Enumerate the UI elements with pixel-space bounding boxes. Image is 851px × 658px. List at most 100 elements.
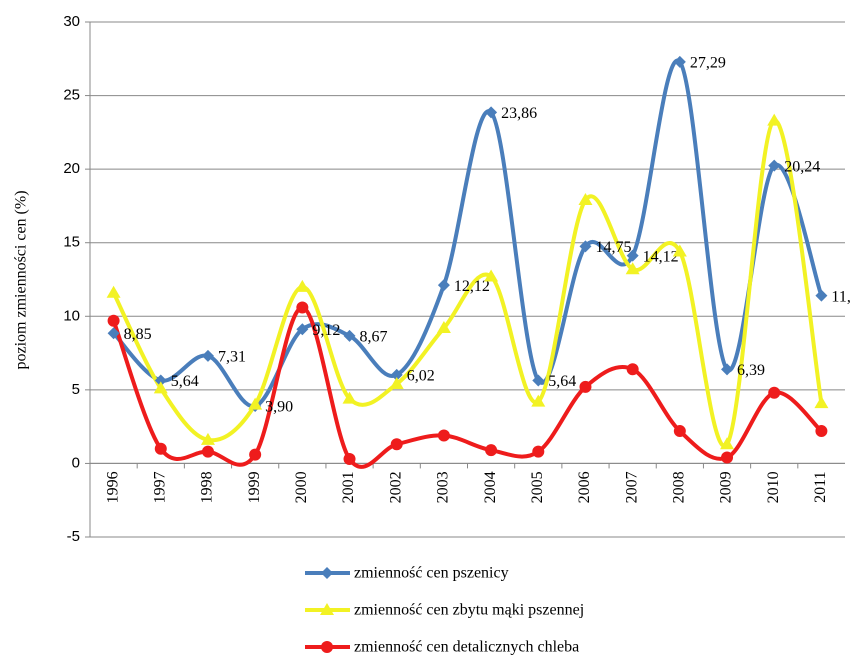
marker: [531, 394, 546, 407]
marker: [107, 314, 120, 327]
x-tick-label: 2011: [812, 471, 829, 502]
marker: [106, 285, 121, 298]
marker: [248, 397, 263, 410]
data-label: 14,75: [595, 239, 631, 256]
marker: [153, 381, 168, 394]
series-line: [111, 305, 823, 469]
marker: [154, 374, 167, 387]
data-label: 6,02: [407, 368, 435, 385]
series-line: [112, 58, 824, 409]
x-tick-label: 2004: [482, 471, 499, 503]
legend-label: zmienność cen pszenicy: [354, 565, 509, 582]
data-label: 23,86: [501, 105, 537, 122]
x-tick-label: 1998: [199, 471, 216, 503]
x-tick-label: 2003: [435, 471, 452, 503]
marker: [343, 329, 356, 342]
marker: [201, 349, 214, 362]
data-label: 9,12: [312, 322, 340, 339]
data-label: 6,39: [737, 362, 765, 379]
legend-marker: [321, 567, 333, 579]
legend-label: zmienność cen detalicznych chleba: [354, 639, 579, 656]
marker: [296, 323, 309, 336]
x-tick-label: 2010: [765, 471, 782, 503]
marker: [484, 269, 499, 282]
y-tick-label: -5: [67, 528, 80, 545]
marker: [249, 448, 262, 461]
marker: [154, 442, 167, 455]
data-label: 8,85: [124, 326, 152, 343]
data-label: 20,24: [784, 158, 820, 175]
marker: [389, 376, 404, 389]
marker: [768, 159, 781, 172]
marker: [815, 425, 828, 438]
x-tick-label: 2002: [387, 471, 404, 503]
marker: [578, 193, 593, 206]
marker: [343, 453, 356, 466]
data-label: 11,40: [831, 288, 851, 305]
data-label: 27,29: [690, 55, 726, 72]
y-tick-label: 30: [63, 13, 80, 30]
x-tick-label: 2009: [718, 471, 735, 503]
marker: [579, 380, 592, 393]
marker: [626, 363, 639, 376]
marker: [626, 249, 639, 262]
y-tick-label: 25: [63, 87, 80, 104]
marker: [342, 391, 357, 404]
marker: [673, 425, 686, 438]
marker: [673, 55, 686, 68]
marker: [437, 429, 450, 442]
marker: [296, 301, 309, 314]
legend-entry: zmienność cen pszenicy: [305, 565, 509, 582]
legend-marker: [321, 641, 333, 653]
marker: [814, 396, 829, 409]
marker: [485, 444, 498, 457]
x-tick-label: 2005: [529, 471, 546, 503]
legend-marker: [320, 603, 334, 615]
marker: [436, 321, 451, 334]
x-tick-label: 2007: [623, 471, 640, 503]
y-axis-title: poziom zmienności cen (%): [13, 190, 30, 369]
marker: [107, 327, 120, 340]
data-label: 8,67: [360, 329, 388, 346]
x-tick-label: 2008: [671, 471, 688, 503]
marker: [200, 432, 215, 445]
marker: [532, 445, 545, 458]
marker: [390, 368, 403, 381]
data-label: 12,12: [454, 278, 490, 295]
marker: [721, 363, 734, 376]
x-tick-label: 2006: [576, 471, 593, 503]
x-tick-label: 1999: [246, 471, 263, 503]
marker: [672, 244, 687, 257]
marker: [768, 386, 781, 399]
x-tick-label: 2000: [293, 471, 310, 503]
y-tick-label: 0: [72, 454, 80, 471]
marker: [485, 106, 498, 119]
marker: [625, 262, 640, 275]
data-label: 14,12: [643, 248, 679, 265]
y-tick-label: 15: [63, 234, 80, 251]
legend-entry: zmienność cen zbytu mąki pszennej: [305, 602, 584, 619]
x-tick-label: 2001: [340, 471, 357, 503]
marker: [390, 438, 403, 451]
marker: [201, 445, 214, 458]
data-label: 7,31: [218, 349, 246, 366]
marker: [437, 279, 450, 292]
marker: [815, 289, 828, 302]
data-label: 3,90: [265, 399, 293, 416]
y-tick-label: 5: [72, 381, 80, 398]
y-tick-label: 20: [63, 160, 80, 177]
legend-label: zmienność cen zbytu mąki pszennej: [354, 602, 584, 619]
marker: [767, 113, 782, 126]
data-label: 5,64: [171, 373, 199, 390]
marker: [721, 451, 734, 464]
marker: [579, 240, 592, 253]
marker: [720, 437, 735, 450]
marker: [532, 374, 545, 387]
data-label: 5,64: [548, 373, 576, 390]
x-tick-label: 1997: [151, 471, 168, 503]
legend-entry: zmienność cen detalicznych chleba: [305, 639, 579, 656]
marker: [295, 279, 310, 292]
y-tick-label: 10: [63, 307, 80, 324]
x-tick-label: 1996: [104, 471, 121, 503]
